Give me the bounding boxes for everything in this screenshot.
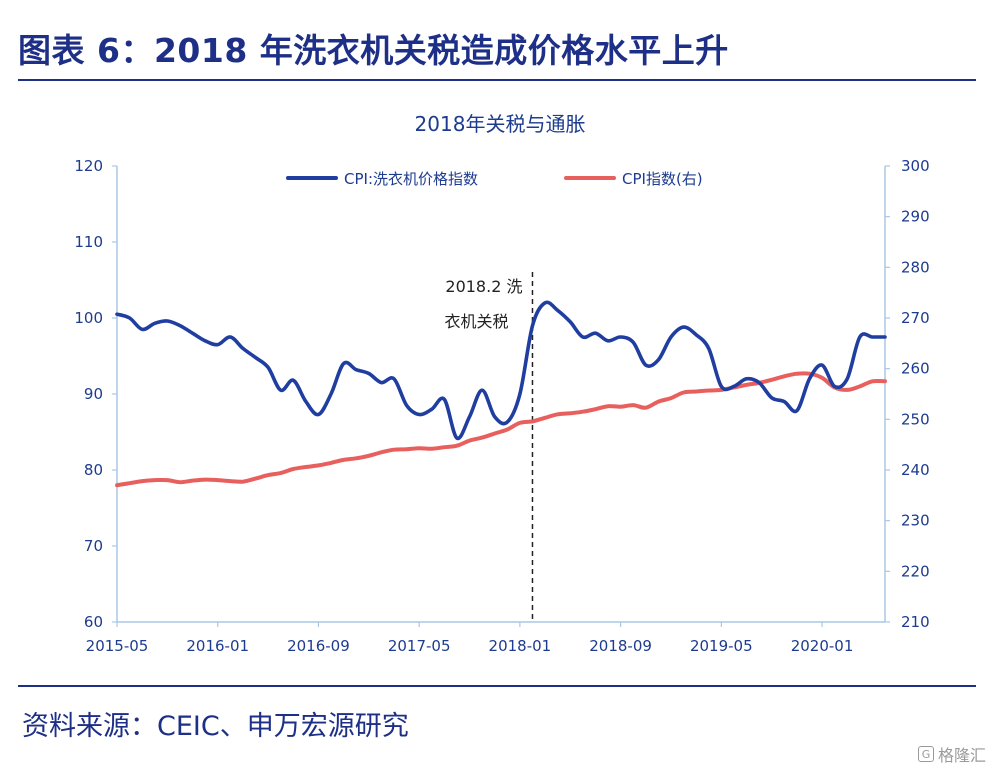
left-y-tick-label: 60 xyxy=(84,613,103,631)
right-y-tick-label: 300 xyxy=(901,157,930,175)
right-y-tick-label: 230 xyxy=(901,512,930,530)
chart-legend: CPI:洗衣机价格指数 CPI指数(右) xyxy=(286,170,703,188)
x-tick-label: 2018-09 xyxy=(589,637,652,655)
x-tick-label: 2016-09 xyxy=(287,637,350,655)
left-y-tick-label: 100 xyxy=(74,309,103,327)
x-tick-label: 2015-05 xyxy=(86,637,149,655)
right-y-tick-label: 270 xyxy=(901,309,930,327)
legend-item-cpi-label: CPI指数(右) xyxy=(622,170,703,188)
x-tick-label: 2017-05 xyxy=(388,637,451,655)
right-y-tick-label: 290 xyxy=(901,208,930,226)
right-y-tick-label: 280 xyxy=(901,258,930,276)
watermark-text: 格隆汇 xyxy=(937,746,986,765)
left-y-tick-label: 80 xyxy=(84,461,103,479)
chart-series xyxy=(115,300,887,488)
washer-cpi-line xyxy=(115,300,887,441)
chart-title: 2018年关税与通胀 xyxy=(415,112,586,136)
x-tick-label: 2019-05 xyxy=(690,637,753,655)
footer-divider xyxy=(18,685,976,687)
x-tick-label: 2020-01 xyxy=(791,637,854,655)
annotation-line-2: 衣机关税 xyxy=(444,312,508,331)
x-tick-label: 2016-01 xyxy=(186,637,249,655)
left-y-tick-label: 90 xyxy=(84,385,103,403)
x-tick-label: 2018-01 xyxy=(489,637,552,655)
annotation-line-1: 2018.2 洗 xyxy=(445,277,522,296)
legend-item-washer-cpi-label: CPI:洗衣机价格指数 xyxy=(344,170,478,188)
title-divider xyxy=(18,79,976,81)
figure-title: 图表 6：2018 年洗衣机关税造成价格水平上升 xyxy=(18,31,729,70)
watermark: G 格隆汇 xyxy=(917,742,986,766)
chart-axes: 60 70 80 90 100 110 120 210 220 230 240 250 260 270 28… xyxy=(74,157,929,655)
cpi-index-line xyxy=(115,371,887,488)
right-y-tick-label: 250 xyxy=(901,410,930,428)
right-y-tick-label: 210 xyxy=(901,613,930,631)
left-y-tick-label: 120 xyxy=(74,157,103,175)
right-y-tick-label: 220 xyxy=(901,562,930,580)
right-y-tick-label: 260 xyxy=(901,360,930,378)
left-y-tick-label: 70 xyxy=(84,537,103,555)
source-note: 资料来源：CEIC、申万宏源研究 xyxy=(22,711,409,742)
watermark-logo-icon: G xyxy=(917,746,934,762)
right-y-tick-label: 240 xyxy=(901,461,930,479)
left-y-tick-label: 110 xyxy=(74,233,103,251)
line-chart: 2018年关税与通胀 60 70 80 90 100 110 120 210 220 230 240… xyxy=(74,112,929,655)
